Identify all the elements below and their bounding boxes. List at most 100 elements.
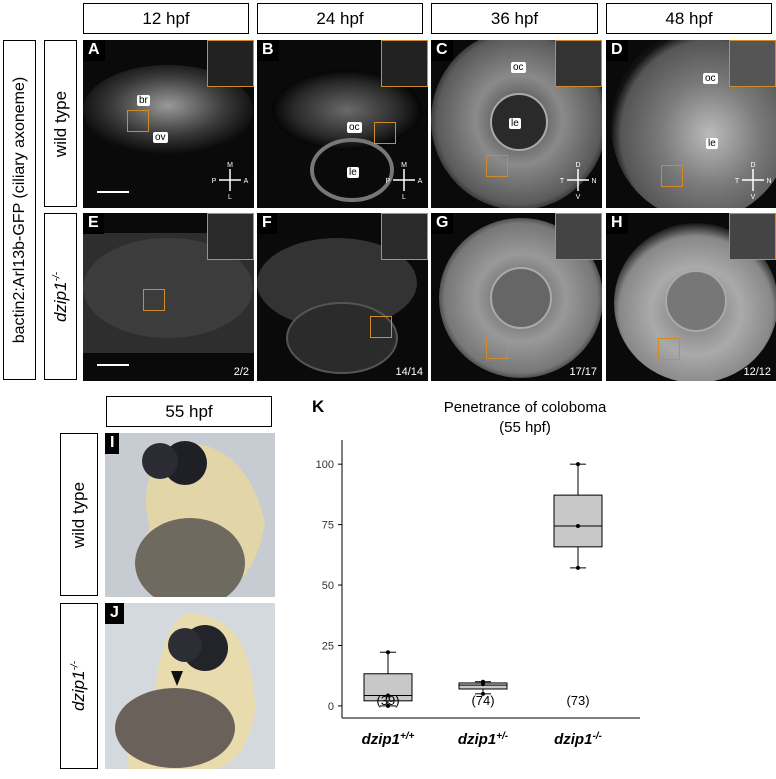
inset-zoom <box>729 213 776 260</box>
micrograph-panel-c: C oc le D T N V <box>431 40 602 208</box>
box <box>553 494 603 548</box>
roi-box <box>370 316 392 338</box>
category-label: dzip1-/- <box>554 731 602 749</box>
sample-size-label: (74) <box>471 693 494 708</box>
y-tick-label: 50 <box>322 580 334 592</box>
timepoint-header-48hpf: 48 hpf <box>606 3 772 34</box>
data-point <box>386 693 390 698</box>
sample-size-label: (73) <box>566 693 589 708</box>
roi-box <box>486 337 508 359</box>
svg-text:P: P <box>212 178 217 185</box>
chart-title: Penetrance of coloboma <box>444 399 607 416</box>
roi-box <box>661 165 683 187</box>
structure-label: le <box>706 138 718 149</box>
micrograph-panel-b: B oc le M P A L <box>257 40 428 208</box>
scale-bar <box>97 364 129 366</box>
panel-letter: F <box>257 213 277 234</box>
panel-letter: A <box>83 40 105 61</box>
chart-panel-k: K Penetrance of coloboma (55 hpf) 0 25 50 7… <box>300 392 776 774</box>
svg-text:A: A <box>244 178 249 185</box>
structure-label: oc <box>347 122 362 133</box>
reporter-label-box: bactin2:Arl13b-GFP (ciliary axoneme) <box>3 40 36 380</box>
panel-letter: B <box>257 40 279 61</box>
micrograph-panel-a: A br ov M P A L <box>83 40 254 208</box>
roi-box <box>374 122 396 144</box>
inset-zoom <box>381 40 428 87</box>
panel-letter: J <box>105 603 124 624</box>
data-point <box>386 703 390 708</box>
y-tick-label: 75 <box>322 520 334 532</box>
timepoint-label: 55 hpf <box>165 401 213 421</box>
timepoint-label: 12 hpf <box>142 8 190 28</box>
roi-box <box>486 155 508 177</box>
timepoint-header-36hpf: 36 hpf <box>431 3 598 34</box>
chart-subtitle: (55 hpf) <box>499 419 551 436</box>
genotype-box-wildtype-lower: wild type <box>60 433 98 596</box>
structure-label: le <box>509 118 521 129</box>
svg-text:T: T <box>560 178 565 185</box>
genotype-label: wild type <box>69 481 88 548</box>
micrograph-panel-g: G 17/17 <box>431 213 602 381</box>
orientation-compass: M P A L <box>386 162 423 200</box>
orientation-compass: D T N V <box>560 162 597 200</box>
orientation-compass: M P A L <box>212 162 249 200</box>
structure-label: br <box>137 95 150 106</box>
structure-label: oc <box>511 62 526 73</box>
svg-text:L: L <box>402 194 406 200</box>
roi-box <box>658 338 680 360</box>
box-plot: K Penetrance of coloboma (55 hpf) 0 25 50 7… <box>312 397 640 749</box>
timepoint-label: 36 hpf <box>490 8 539 28</box>
inset-zoom <box>207 213 254 260</box>
sample-count: 17/17 <box>569 366 597 378</box>
scale-bar <box>97 191 129 193</box>
structure-label: oc <box>703 73 718 84</box>
timepoint-label: 24 hpf <box>316 8 364 28</box>
genotype-box-mutant-lower: dzip1-/- <box>60 603 98 769</box>
panel-letter: K <box>312 397 325 416</box>
micrograph-panel-d: D oc le D T N V <box>606 40 776 208</box>
structure-label: le <box>347 167 359 178</box>
category-label: dzip1+/+ <box>362 731 415 749</box>
svg-text:D: D <box>750 162 755 169</box>
brightfield-panel-i: I <box>105 433 275 597</box>
svg-text:D: D <box>575 162 580 169</box>
data-point <box>576 524 580 529</box>
timepoint-header-55hpf: 55 hpf <box>106 396 272 427</box>
svg-text:V: V <box>751 194 756 200</box>
inset-zoom <box>555 213 602 260</box>
y-tick-label: 100 <box>316 459 334 471</box>
svg-text:T: T <box>735 178 740 185</box>
inset-zoom <box>207 40 254 87</box>
category-label: dzip1+/- <box>458 731 509 749</box>
panel-letter: I <box>105 433 120 454</box>
data-point <box>576 565 580 570</box>
y-tick-label: 0 <box>328 701 334 713</box>
panel-letter: E <box>83 213 104 234</box>
sample-count: 2/2 <box>233 366 249 378</box>
inset-zoom <box>381 213 428 260</box>
data-point <box>576 462 580 467</box>
inset-zoom <box>555 40 602 87</box>
panel-letter: H <box>606 213 628 234</box>
data-point <box>481 691 485 696</box>
data-point <box>481 679 485 684</box>
svg-text:N: N <box>591 178 596 185</box>
genotype-box-wildtype: wild type <box>44 40 77 207</box>
micrograph-panel-f: F 14/14 <box>257 213 428 381</box>
genotype-label: wild type <box>50 90 70 157</box>
genotype-label: dzip1-/- <box>69 660 88 712</box>
roi-box <box>127 110 149 132</box>
timepoint-label: 48 hpf <box>665 8 713 28</box>
svg-text:V: V <box>576 194 581 200</box>
sample-count: 14/14 <box>395 366 423 378</box>
panel-letter: C <box>431 40 453 61</box>
roi-box <box>143 289 165 311</box>
svg-text:A: A <box>418 178 423 185</box>
timepoint-header-24hpf: 24 hpf <box>257 3 423 34</box>
micrograph-panel-e: E 2/2 <box>83 213 254 381</box>
reporter-label: bactin2:Arl13b-GFP (ciliary axoneme) <box>10 76 28 344</box>
orientation-compass: D T N V <box>735 162 772 200</box>
timepoint-header-12hpf: 12 hpf <box>83 3 249 34</box>
panel-letter: G <box>431 213 454 234</box>
svg-text:N: N <box>766 178 771 185</box>
